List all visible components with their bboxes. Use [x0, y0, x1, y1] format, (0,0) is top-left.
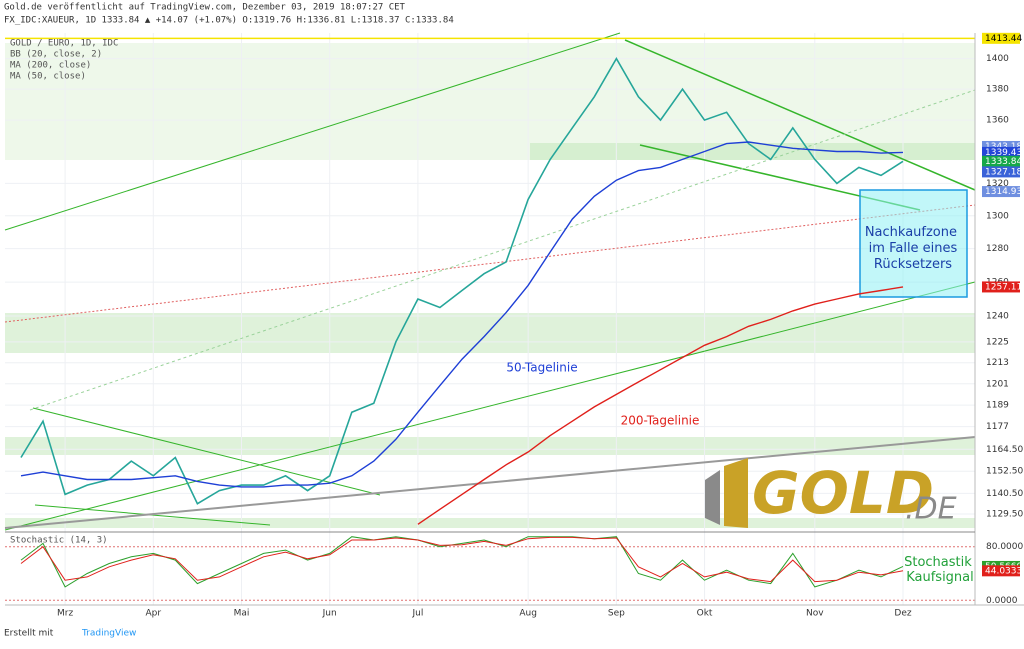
y-tick-label: 1225: [986, 337, 1009, 347]
y-tick-label: 1152.50: [986, 467, 1023, 477]
logo-bar: [705, 470, 720, 525]
y-tick-label: 1400: [986, 54, 1009, 64]
zone-label-line: im Falle eines: [869, 241, 958, 256]
y-tick-label: 1280: [986, 244, 1009, 254]
stoch-line: [20, 536, 904, 583]
grid: [5, 33, 975, 605]
y-tick-label: 1164.50: [986, 445, 1023, 455]
zone: [530, 143, 975, 160]
x-tick-label: Dez: [894, 609, 911, 619]
price-label: 1257.11: [985, 282, 1022, 292]
price-label-bg: [982, 140, 1020, 152]
plot: [5, 37, 975, 588]
ma50-label: 50-Tagelinie: [506, 361, 577, 375]
x-tick-label: Mai: [234, 609, 250, 619]
x-tick-label: Mrz: [57, 609, 73, 619]
footer-prefix: Erstellt mit: [4, 629, 54, 639]
y-tick-label: 80.0000: [986, 542, 1023, 552]
legend-item: MA (50, close): [10, 72, 86, 82]
logo: GOLD .DE: [705, 458, 957, 528]
footer-brand[interactable]: TradingView: [81, 629, 136, 639]
logo-tld: .DE: [905, 492, 957, 527]
header-line: FX_IDC:XAUEUR, 1D 1333.84 ▲ +14.07 (+1.0…: [4, 16, 454, 26]
y-tick-label: 1201: [986, 379, 1009, 389]
stoch-label-bg: [982, 565, 1020, 577]
trend-line: [29, 89, 976, 411]
zone-label-line: Rücksetzers: [874, 257, 952, 272]
legend-item: BB (20, close, 2): [10, 50, 102, 60]
price-label-bg: [982, 281, 1020, 293]
x-tick-label: Nov: [806, 609, 824, 619]
price-label: 1339.43: [985, 148, 1022, 158]
zone-label-line: Nachkaufzone: [865, 225, 957, 240]
ma200-label: 200-Tagelinie: [621, 414, 700, 428]
trend-lines: [4, 32, 976, 531]
stoch-label: Stochastik Kaufsignal: [904, 555, 976, 585]
buy-zone-box: [859, 189, 968, 298]
price-label: 1327.18: [985, 167, 1022, 177]
price-label-bg: [982, 186, 1020, 198]
zone: [5, 313, 975, 353]
price-label-bg: [982, 166, 1020, 178]
zones: [5, 43, 975, 528]
legend-item: GOLD / EURO, 1D, IDC: [10, 39, 118, 49]
series-line: [20, 141, 904, 488]
series-line: [417, 286, 904, 525]
price-label-bg: [982, 146, 1020, 158]
zone: [5, 43, 975, 160]
price-label: 1413.44: [985, 34, 1022, 44]
x-tick-label: Apr: [146, 609, 162, 619]
x-tick-label: Okt: [697, 609, 713, 619]
price-label-bg: [982, 155, 1020, 167]
logo-bar: [724, 458, 748, 528]
logo-text: GOLD: [752, 459, 934, 527]
x-tick-label: Aug: [519, 609, 537, 619]
price-label-bg: [982, 32, 1020, 44]
stoch-label-line: Stochastik: [904, 555, 972, 570]
x-tick-label: Jun: [322, 609, 337, 619]
y-tick-label: 0.0000: [986, 596, 1018, 606]
x-tick-label: Sep: [608, 609, 625, 619]
header-line: Gold.de veröffentlicht auf TradingView.c…: [4, 3, 406, 13]
y-tick-label: 1213: [986, 358, 1009, 368]
legend-item: Stochastic (14, 3): [10, 536, 108, 546]
y-tick-label: 1140.50: [986, 489, 1023, 499]
y-tick-label: 1380: [986, 85, 1009, 95]
y-tick-label: 1360: [986, 116, 1009, 126]
y-tick-label: 1129.50: [986, 509, 1023, 519]
series-line: [20, 56, 904, 505]
stoch-value-label: 44.0333: [985, 566, 1022, 576]
trend-line: [4, 436, 976, 529]
x-tick-label: Jul: [411, 609, 423, 619]
legend-item: MA (200, close): [10, 61, 91, 71]
price-label: 1314.93: [985, 187, 1022, 197]
trend-line: [624, 39, 976, 191]
trend-line: [4, 32, 621, 231]
y-tick-label: 1240: [986, 312, 1009, 322]
trend-line: [4, 281, 976, 531]
y-tick-label: 1177: [986, 422, 1009, 432]
stoch-label-line: Kaufsignal: [906, 570, 974, 585]
y-tick-label: 1320: [986, 179, 1009, 189]
trend-line: [4, 204, 976, 323]
y-tick-label: 1189: [986, 401, 1009, 411]
zone-label: Nachkaufzone im Falle eines Rücksetzers: [865, 225, 961, 272]
price-label: 1333.84: [985, 157, 1022, 167]
zone: [5, 437, 975, 455]
y-tick-label: 1300: [986, 211, 1009, 221]
zone: [5, 518, 975, 528]
